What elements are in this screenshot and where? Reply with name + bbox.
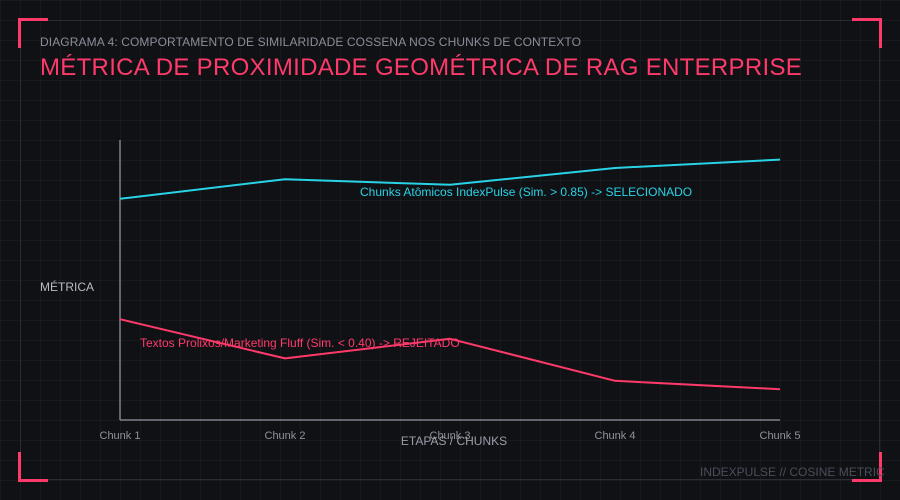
x-tick-label: Chunk 4 bbox=[595, 430, 636, 442]
chart-frame bbox=[20, 20, 880, 480]
corner-bracket-bottom-right bbox=[852, 452, 882, 482]
series-line-1 bbox=[119, 158, 781, 200]
series-label-1: Chunks Atômicos IndexPulse (Sim. > 0.85)… bbox=[360, 185, 692, 199]
series-labels: Chunks Atômicos IndexPulse (Sim. > 0.85)… bbox=[140, 185, 692, 350]
series-line-2 bbox=[119, 318, 781, 391]
x-tick-label: Chunk 2 bbox=[265, 430, 306, 442]
series-label-2: Textos Prolixos/Marketing Fluff (Sim. < … bbox=[140, 336, 460, 350]
x-tick-label: Chunk 1 bbox=[100, 430, 141, 442]
chart-title: MÉTRICA DE PROXIMIDADE GEOMÉTRICA DE RAG… bbox=[40, 54, 803, 81]
corner-bracket-bottom-left bbox=[18, 452, 48, 482]
series-lines bbox=[119, 158, 781, 391]
y-axis-label: MÉTRICA bbox=[40, 279, 94, 294]
x-tick-labels: Chunk 1 Chunk 2 Chunk 3 Chunk 4 Chunk 5 bbox=[100, 430, 801, 442]
x-axis-label: ETAPAS / CHUNKS bbox=[401, 434, 507, 448]
chart-subtitle: DIAGRAMA 4: COMPORTAMENTO DE SIMILARIDAD… bbox=[40, 35, 582, 49]
axes bbox=[119, 140, 780, 421]
x-tick-label: Chunk 3 bbox=[430, 430, 471, 442]
corner-bracket-top-right bbox=[852, 18, 882, 48]
x-tick-label: Chunk 5 bbox=[760, 430, 801, 442]
footer-watermark: INDEXPULSE // COSINE METRIC bbox=[700, 465, 885, 479]
corner-bracket-top-left bbox=[18, 18, 48, 48]
